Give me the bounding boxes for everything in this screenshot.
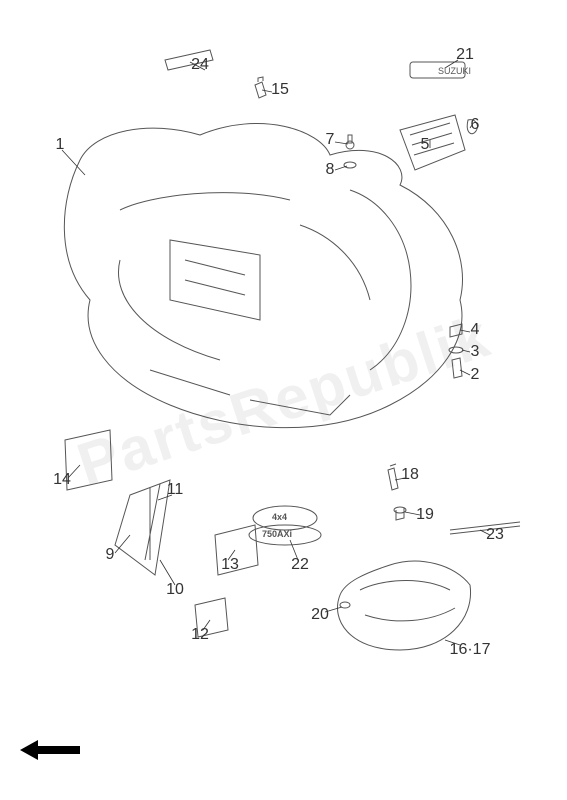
callout-number: 5 xyxy=(421,136,430,154)
callout-number: 3 xyxy=(471,343,480,361)
callout-number: 6 xyxy=(471,116,480,134)
callout-number: 16·17 xyxy=(450,641,491,659)
axi-emblem-line2: 750AXi xyxy=(262,529,292,539)
callout-number: 8 xyxy=(326,161,335,179)
callout-number: 4 xyxy=(471,321,480,339)
callout-number: 19 xyxy=(416,506,434,524)
callout-number: 21 xyxy=(456,46,474,64)
callout-number: 14 xyxy=(53,471,71,489)
callout-number: 18 xyxy=(401,466,419,484)
callout-number: 12 xyxy=(191,626,209,644)
callout-number: 23 xyxy=(486,526,504,544)
callout-number: 2 xyxy=(471,366,480,384)
callout-number: 24 xyxy=(191,56,209,74)
callout-number: 13 xyxy=(221,556,239,574)
callout-number: 9 xyxy=(106,546,115,564)
callout-number: 7 xyxy=(326,131,335,149)
axi-emblem-line1: 4x4 xyxy=(272,512,287,522)
parts-lineart: SUZUKI 4x4 750AXi xyxy=(0,0,567,800)
callout-number: 1 xyxy=(56,136,65,154)
callout-number: 20 xyxy=(311,606,329,624)
callout-number: 10 xyxy=(166,581,184,599)
callout-number: 22 xyxy=(291,556,309,574)
callout-number: 11 xyxy=(167,481,184,499)
direction-arrow-icon xyxy=(20,740,80,760)
suzuki-emblem-text: SUZUKI xyxy=(438,66,471,76)
diagram-canvas: PartsRepublik xyxy=(0,0,567,800)
callout-number: 15 xyxy=(271,81,289,99)
